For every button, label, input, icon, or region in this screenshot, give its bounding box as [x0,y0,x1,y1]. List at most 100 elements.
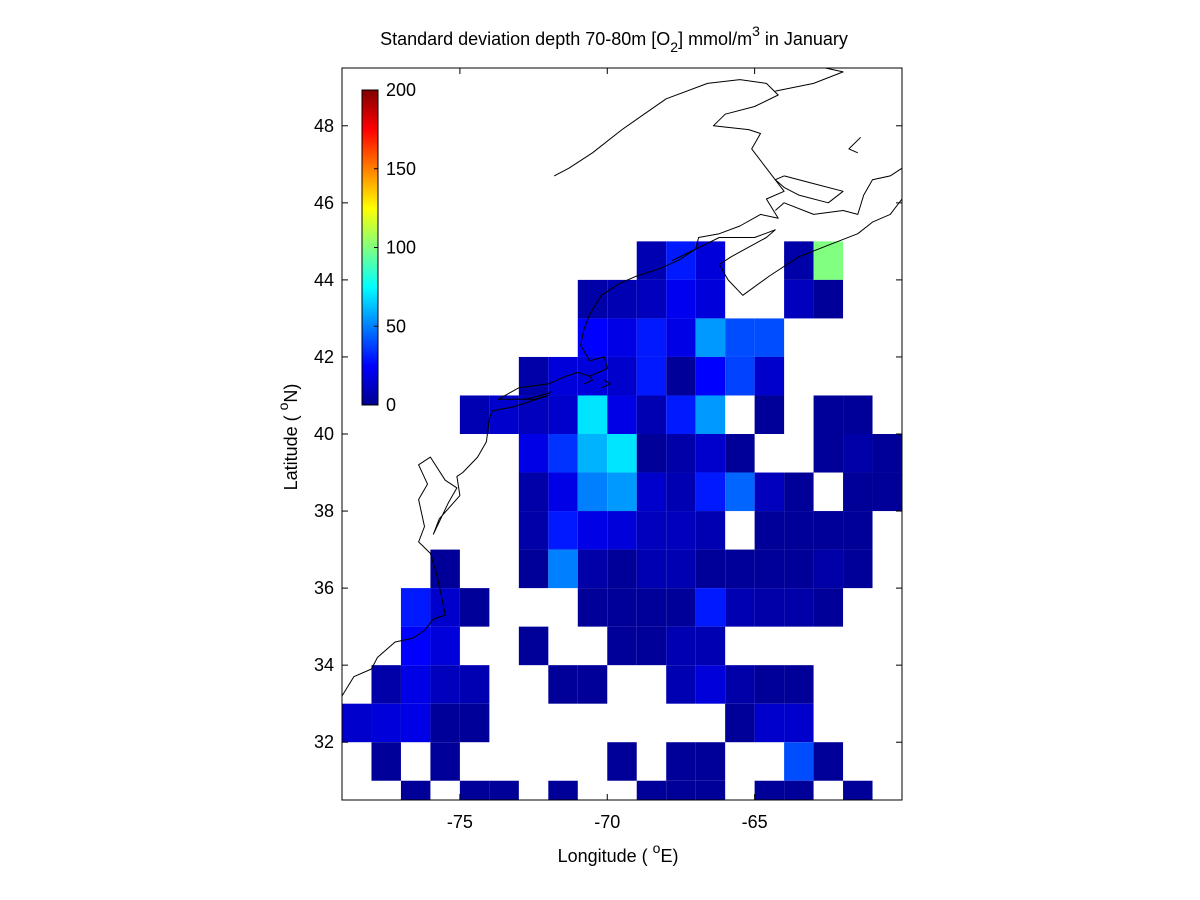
heatmap-cell [754,395,785,434]
heatmap-cell [872,472,902,512]
heatmap-cell [843,434,873,473]
heatmap-cell [371,742,401,781]
y-tick-label: 38 [314,501,334,521]
heatmap-cell [725,549,755,589]
coastline [341,67,903,697]
heatmap-cell [607,588,637,627]
heatmap-cell [784,549,814,589]
y-tick-label: 42 [314,347,334,367]
x-axis-ticks: -75 -70 -65 [447,68,768,832]
heatmap-cell [666,665,696,704]
heatmap-cell [695,626,726,666]
y-tick-label: 48 [314,116,334,136]
chart-title: Standard deviation depth 70-80m [O2] mmo… [380,23,848,55]
heatmap-cell [577,395,608,434]
heatmap-cell [548,511,578,550]
heatmap-cell [843,549,873,589]
heatmap-cell [784,780,814,800]
heatmap-cell [607,549,637,589]
heatmap-cell [813,279,844,319]
colorbar-tick-label: 50 [386,316,406,336]
heatmap-cell [666,434,696,473]
heatmap-cell [813,588,844,627]
heatmap-cell [489,780,519,800]
heatmap-cell [725,434,755,473]
heatmap-cell [754,356,785,396]
heatmap-cell [607,511,637,550]
heatmap-cell [607,472,637,512]
heatmap-cell [430,703,460,743]
heatmap-cell [695,780,726,800]
colorbar-tick-label: 150 [386,159,416,179]
heatmap-cell [636,549,667,589]
heatmap-cell [430,742,460,781]
heatmap-cell [695,395,726,434]
heatmap-cell [784,241,814,280]
heatmap-cell [695,434,726,473]
heatmap-cell [695,588,726,627]
heatmap-cell [430,665,460,704]
x-tick-label: -65 [742,812,768,832]
colorbar-tick-label: 200 [386,80,416,100]
heatmap-cell [459,703,490,743]
heatmap-cell [636,356,667,396]
heatmap-cell [813,742,844,781]
heatmap-cell [666,395,696,434]
heatmap-cell [695,665,726,704]
heatmap-cell [459,588,490,627]
heatmap-cell [813,434,844,473]
heatmap-cell [548,472,578,512]
y-axis-ticks: 32 34 36 38 40 42 44 46 48 [314,116,902,752]
heatmap-cell [725,665,755,704]
heatmap-cell [666,241,696,280]
heatmap-cell [607,395,637,434]
x-axis-label: Longitude ( oE) [558,840,679,866]
heatmap-cell [548,665,578,704]
heatmap-cell [371,703,401,743]
y-axis-label: Latitude ( oN) [275,384,301,491]
heatmap-cell [784,511,814,550]
heatmap-cell [636,318,667,357]
y-tick-label: 32 [314,732,334,752]
heatmap-cell [430,626,460,666]
heatmap-cell [666,549,696,589]
heatmap-cell [430,588,460,627]
heatmap-cell [636,780,667,800]
heatmap-cell [813,241,844,280]
heatmap-cell [489,395,519,434]
heatmap-cell [636,588,667,627]
heatmap-cell [548,395,578,434]
heatmap-cell [400,780,431,800]
heatmap-cell [725,472,755,512]
heatmap-cell [695,241,726,280]
heatmap-cell [754,665,785,704]
y-tick-label: 34 [314,655,334,675]
coastline-segment [848,136,862,154]
heatmap-cell [666,626,696,666]
heatmap-cell [754,588,785,627]
heatmap-cell [636,241,667,280]
heatmap-cell [518,511,549,550]
heatmap-cell [548,780,578,800]
heatmap-cells [342,241,902,800]
heatmap-cell [666,588,696,627]
heatmap-cell [636,511,667,550]
heatmap-cell [636,626,667,666]
heatmap-cell [518,434,549,473]
heatmap-cell [784,472,814,512]
heatmap-cell [813,549,844,589]
heatmap-cell [371,665,401,704]
heatmap-cell [813,511,844,550]
heatmap-cell [666,511,696,550]
heatmap-cell [607,279,637,319]
heatmap-cell [754,703,785,743]
coastline-segment [583,375,593,385]
heatmap-cell [784,588,814,627]
coastline-segment [775,67,844,92]
heatmap-cell [459,665,490,704]
heatmap-cell [577,588,608,627]
heatmap-cell [577,472,608,512]
heatmap-cell [577,511,608,550]
heatmap-cell [872,434,902,473]
heatmap-cell [695,318,726,357]
